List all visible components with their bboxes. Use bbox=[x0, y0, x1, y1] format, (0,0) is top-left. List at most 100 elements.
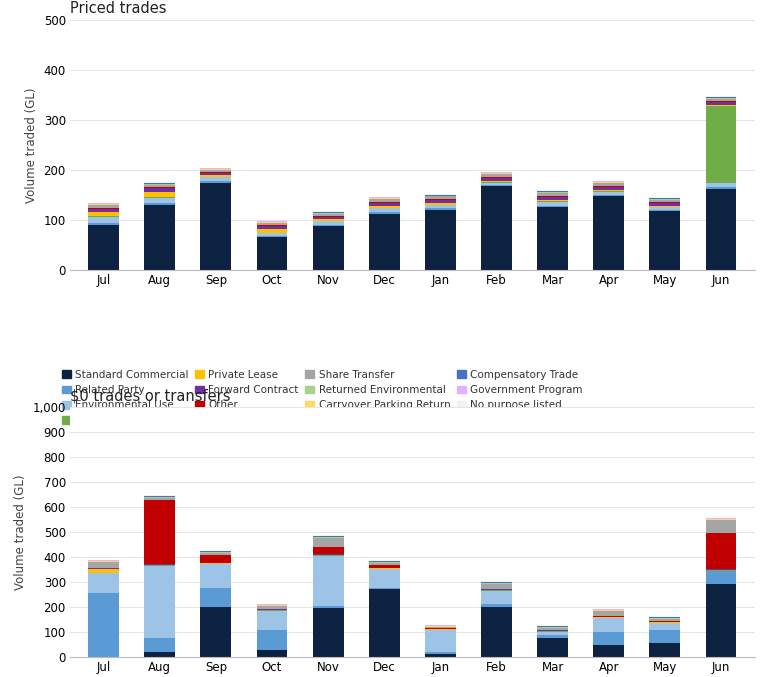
Bar bbox=[201, 607, 231, 657]
Bar bbox=[481, 590, 512, 605]
Bar bbox=[594, 190, 624, 191]
Bar bbox=[706, 102, 737, 105]
Bar bbox=[369, 206, 400, 208]
Bar bbox=[650, 630, 680, 643]
Bar bbox=[594, 196, 624, 270]
Bar bbox=[594, 192, 624, 194]
Bar bbox=[369, 588, 400, 589]
Bar bbox=[257, 226, 288, 229]
Bar bbox=[369, 569, 400, 588]
Bar bbox=[537, 638, 568, 657]
Bar bbox=[313, 221, 344, 225]
Bar bbox=[425, 652, 456, 654]
Bar bbox=[88, 573, 119, 593]
Bar bbox=[257, 606, 288, 609]
Bar bbox=[201, 588, 231, 607]
Bar bbox=[88, 209, 119, 213]
Bar bbox=[201, 170, 231, 171]
Bar bbox=[145, 205, 175, 270]
Bar bbox=[88, 206, 119, 208]
Bar bbox=[594, 645, 624, 657]
Bar bbox=[145, 203, 175, 205]
Bar bbox=[369, 214, 400, 270]
Bar bbox=[257, 651, 288, 657]
Bar bbox=[481, 605, 512, 607]
Bar bbox=[594, 618, 624, 632]
Bar bbox=[537, 628, 568, 630]
Bar bbox=[369, 563, 400, 565]
Bar bbox=[313, 214, 344, 216]
Bar bbox=[481, 174, 512, 177]
Bar bbox=[145, 198, 175, 203]
Bar bbox=[650, 210, 680, 211]
Bar bbox=[537, 197, 568, 200]
Bar bbox=[425, 196, 456, 199]
Bar bbox=[481, 183, 512, 185]
Bar bbox=[201, 553, 231, 555]
Bar bbox=[425, 206, 456, 209]
Text: Priced trades: Priced trades bbox=[70, 1, 166, 16]
Bar bbox=[537, 206, 568, 207]
Bar bbox=[425, 209, 456, 210]
Bar bbox=[425, 630, 456, 652]
Bar bbox=[594, 194, 624, 196]
Bar bbox=[201, 183, 231, 270]
Bar bbox=[145, 188, 175, 192]
Bar bbox=[369, 200, 400, 202]
Bar bbox=[313, 605, 344, 608]
Bar bbox=[313, 216, 344, 217]
Bar bbox=[313, 217, 344, 219]
Bar bbox=[650, 202, 680, 204]
Bar bbox=[201, 177, 231, 181]
Bar bbox=[425, 199, 456, 200]
Bar bbox=[481, 186, 512, 270]
Bar bbox=[313, 608, 344, 657]
Bar bbox=[706, 521, 737, 533]
Bar bbox=[650, 204, 680, 206]
Bar bbox=[594, 611, 624, 616]
Bar bbox=[145, 185, 175, 187]
Bar bbox=[706, 571, 737, 584]
Bar bbox=[257, 225, 288, 226]
Bar bbox=[650, 206, 680, 207]
Bar bbox=[369, 565, 400, 568]
Bar bbox=[145, 192, 175, 198]
Bar bbox=[88, 593, 119, 657]
Bar bbox=[313, 538, 344, 546]
Y-axis label: Volume traded (GL): Volume traded (GL) bbox=[25, 87, 38, 203]
Bar bbox=[201, 565, 231, 588]
Bar bbox=[481, 185, 512, 186]
Bar bbox=[425, 210, 456, 270]
Bar bbox=[706, 99, 737, 101]
Legend: Standard Commercial, Related Party, Environmental Use, Carryover Parking, Privat: Standard Commercial, Related Party, Envi… bbox=[61, 370, 583, 426]
Bar bbox=[88, 569, 119, 573]
Y-axis label: Volume traded (GL): Volume traded (GL) bbox=[14, 474, 27, 590]
Bar bbox=[201, 181, 231, 183]
Bar bbox=[145, 565, 175, 638]
Bar bbox=[257, 236, 288, 238]
Bar bbox=[481, 177, 512, 181]
Bar bbox=[369, 209, 400, 213]
Bar bbox=[257, 238, 288, 270]
Bar bbox=[425, 654, 456, 657]
Bar bbox=[313, 556, 344, 605]
Bar bbox=[650, 211, 680, 270]
Bar bbox=[145, 187, 175, 188]
Bar bbox=[706, 101, 737, 102]
Bar bbox=[369, 213, 400, 214]
Bar bbox=[706, 188, 737, 270]
Bar bbox=[201, 173, 231, 175]
Bar bbox=[201, 175, 231, 177]
Bar bbox=[537, 636, 568, 638]
Bar bbox=[594, 187, 624, 190]
Bar bbox=[369, 202, 400, 203]
Bar bbox=[369, 589, 400, 657]
Bar bbox=[594, 632, 624, 645]
Bar bbox=[313, 225, 344, 226]
Bar bbox=[313, 219, 344, 221]
Bar bbox=[313, 546, 344, 554]
Text: $0 trades or transfers: $0 trades or transfers bbox=[70, 388, 230, 403]
Bar bbox=[706, 584, 737, 657]
Bar bbox=[257, 223, 288, 225]
Bar bbox=[145, 498, 175, 500]
